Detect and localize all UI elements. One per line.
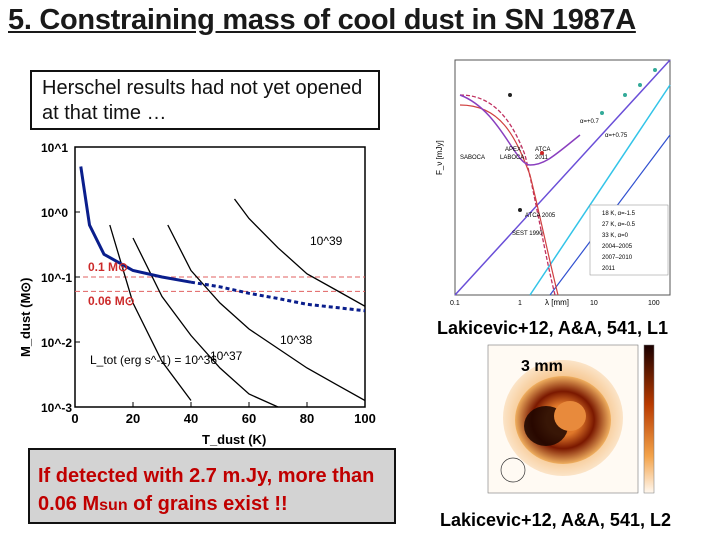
mm-center (554, 401, 586, 431)
x-tick-label: 40 (184, 411, 198, 426)
luminosity-curve-2 (167, 224, 365, 402)
sed-xlabel: λ [mm] (545, 298, 569, 307)
constraint-curve-dashed (190, 280, 365, 313)
slide-title: 5. Constraining mass of cool dust in SN … (8, 4, 636, 36)
line-label-0-1: 0.1 M⊙ (88, 260, 128, 274)
sed-total (459, 94, 581, 166)
sed-label-laboca: LABOCA (500, 155, 524, 161)
detection-text: If detected with 2.7 m.Jy, more than 0.0… (38, 465, 375, 515)
sed-legend-item: 2004–2005 (602, 244, 633, 250)
sed-label-alpha1: α=+0.7 (580, 119, 599, 125)
sed-point (540, 151, 544, 155)
luminosity-curve-1 (132, 237, 279, 407)
citation-1: Lakicevic+12, A&A, 541, L1 (437, 318, 668, 338)
sed-legend-item: 33 K, α=0 (602, 233, 629, 239)
sed-legend-item: 2007–2010 (602, 255, 633, 261)
curve-label-1e37: 10^37 (210, 349, 243, 363)
sed-dust-curve-2 (459, 104, 559, 296)
curve-label-1e39: 10^39 (310, 234, 343, 248)
sed-label-atca: ATCA (535, 147, 551, 153)
sed-label-apex: APEX (505, 147, 521, 153)
x-tick-label: 60 (242, 411, 256, 426)
y-tick-label: 10^-2 (41, 336, 72, 350)
y-tick-label: 10^-3 (41, 401, 72, 415)
sed-label-alpha2: α=+0.75 (605, 133, 628, 139)
constraint-curve-solid (79, 166, 192, 284)
sed-legend-item: 2011 (602, 266, 616, 272)
sed-label-atca2005: ATCA 2005 (525, 213, 556, 219)
herschel-note: Herschel results had not yet opened at t… (30, 70, 380, 130)
sed-legend: 18 K, α=-1.5 27 K, α=-0.5 33 K, α=0 2004… (589, 204, 669, 276)
sed-legend-item: 27 K, α=-0.5 (602, 222, 636, 228)
sed-dust-curve (459, 94, 556, 296)
y-axis-label: M_dust (M⊙) (18, 278, 33, 358)
x-tick-label: 20 (126, 411, 140, 426)
sed-point (600, 111, 604, 115)
x-axis-label: T_dust (K) (202, 432, 266, 447)
x-tick-label: 100 (354, 411, 376, 426)
sed-label-saboca: SABOCA (460, 155, 485, 161)
sed-legend-item: 18 K, α=-1.5 (602, 211, 636, 217)
citation-2: Lakicevic+12, A&A, 541, L2 (440, 510, 671, 530)
mm-image: 3 mm (487, 344, 655, 494)
sed-chart: F_ν [mJy] λ [mm] 0.1 1 10 100 APEX ATCA … (435, 59, 671, 307)
sed-ylabel: F_ν [mJy] (435, 140, 444, 175)
sed-point (638, 83, 642, 87)
sed-point (653, 68, 657, 72)
dust-mass-chart: 0 20 40 60 80 100 10^1 10^0 10^-1 10^-2 10^-3 M_du… (18, 141, 376, 447)
sed-xtick: 100 (648, 300, 660, 307)
sed-point (518, 208, 522, 212)
sed-line-purple (454, 59, 671, 296)
luminosity-label: L_tot (erg s^-1) = 10^36 (90, 353, 217, 367)
mm-label: 3 mm (521, 358, 563, 375)
sed-point (508, 93, 512, 97)
luminosity-curve-3 (233, 198, 365, 307)
y-tick-label: 10^1 (41, 141, 68, 155)
sed-label-2011: 2011 (535, 155, 549, 161)
y-tick-label: 10^0 (41, 206, 68, 220)
x-tick-label: 0 (71, 411, 78, 426)
y-tick-label: 10^-1 (41, 271, 72, 285)
x-tick-label: 80 (300, 411, 314, 426)
sed-xtick: 10 (590, 300, 598, 307)
mm-beam (500, 457, 526, 483)
sed-xtick: 1 (518, 300, 522, 307)
detection-note: If detected with 2.7 m.Jy, more than 0.0… (28, 448, 396, 524)
sed-point (623, 93, 627, 97)
detection-suffix: of grains exist !! (127, 493, 288, 515)
sed-line-cyan (529, 84, 671, 296)
mm-colorbar (643, 344, 655, 494)
line-label-0-06: 0.06 M⊙ (88, 294, 135, 308)
curve-label-1e38: 10^38 (280, 333, 313, 347)
sed-xtick: 0.1 (450, 300, 460, 307)
detection-sub: sun (99, 497, 128, 514)
sed-label-sest: SEST 1990 (512, 231, 543, 237)
